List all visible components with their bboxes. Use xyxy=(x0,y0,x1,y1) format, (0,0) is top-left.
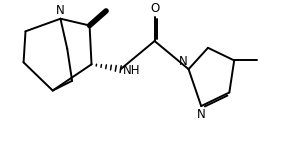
Text: O: O xyxy=(150,2,159,15)
Text: NH: NH xyxy=(123,64,140,77)
Text: N: N xyxy=(197,108,205,121)
Text: N: N xyxy=(56,4,65,17)
Text: N: N xyxy=(179,55,188,68)
